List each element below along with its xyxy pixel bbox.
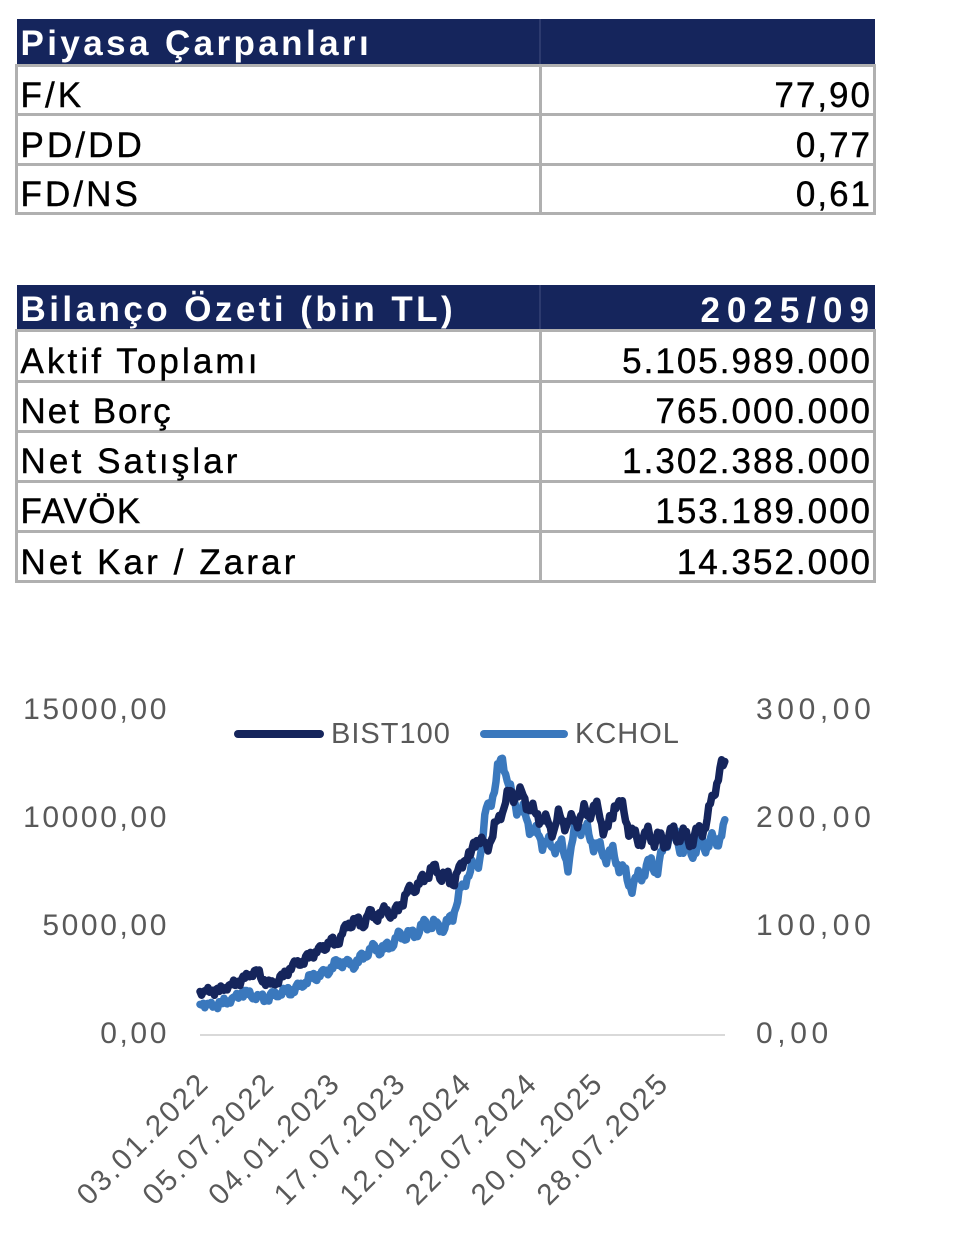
svg-text:BIST100: BIST100 xyxy=(331,718,451,750)
svg-text:10000,00: 10000,00 xyxy=(23,801,169,834)
svg-text:0,00: 0,00 xyxy=(756,1017,833,1050)
svg-text:100,00: 100,00 xyxy=(756,909,875,942)
svg-text:300,00: 300,00 xyxy=(756,693,875,726)
svg-text:200,00: 200,00 xyxy=(756,801,875,834)
svg-text:0,00: 0,00 xyxy=(100,1017,169,1050)
svg-text:KCHOL: KCHOL xyxy=(575,718,680,750)
svg-text:15000,00: 15000,00 xyxy=(23,693,169,726)
svg-text:5000,00: 5000,00 xyxy=(42,909,169,942)
